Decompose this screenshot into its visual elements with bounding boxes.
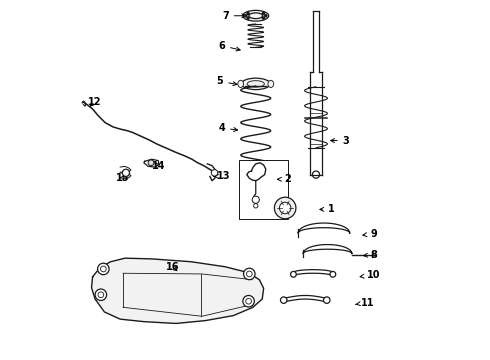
Circle shape <box>95 289 107 301</box>
Ellipse shape <box>247 81 265 87</box>
Circle shape <box>279 202 291 214</box>
Circle shape <box>265 15 267 17</box>
Circle shape <box>274 197 296 219</box>
Ellipse shape <box>243 10 269 21</box>
Polygon shape <box>303 244 352 253</box>
Circle shape <box>244 268 255 280</box>
Circle shape <box>262 12 265 14</box>
Circle shape <box>245 15 247 17</box>
Text: 12: 12 <box>88 97 101 107</box>
Text: 10: 10 <box>360 270 380 280</box>
Text: 3: 3 <box>331 136 349 145</box>
Ellipse shape <box>249 13 263 19</box>
Circle shape <box>323 297 330 303</box>
Text: 2: 2 <box>277 174 291 184</box>
Text: 16: 16 <box>166 262 179 272</box>
Circle shape <box>262 17 265 19</box>
Text: 4: 4 <box>219 123 238 133</box>
Text: 6: 6 <box>219 41 240 51</box>
Circle shape <box>280 297 287 303</box>
Ellipse shape <box>242 78 270 90</box>
Text: 9: 9 <box>363 229 377 239</box>
Ellipse shape <box>268 80 274 87</box>
Text: 7: 7 <box>222 11 246 21</box>
Circle shape <box>98 263 109 275</box>
Text: 13: 13 <box>214 171 230 181</box>
Circle shape <box>148 160 154 166</box>
Polygon shape <box>144 159 159 167</box>
Text: 14: 14 <box>151 161 165 171</box>
Circle shape <box>122 169 129 176</box>
Ellipse shape <box>238 80 244 87</box>
Polygon shape <box>92 258 264 323</box>
Text: 11: 11 <box>355 298 374 308</box>
Polygon shape <box>294 270 333 276</box>
Bar <box>239 160 288 220</box>
Circle shape <box>211 170 218 176</box>
Circle shape <box>291 271 296 277</box>
Polygon shape <box>298 223 350 233</box>
Text: 8: 8 <box>364 249 377 260</box>
Circle shape <box>247 12 249 14</box>
Circle shape <box>247 17 249 19</box>
Circle shape <box>330 271 336 277</box>
Text: 1: 1 <box>320 204 335 215</box>
Polygon shape <box>284 296 327 302</box>
Text: 5: 5 <box>217 76 237 86</box>
Circle shape <box>252 196 259 203</box>
Text: 15: 15 <box>116 173 129 183</box>
Circle shape <box>243 296 254 307</box>
